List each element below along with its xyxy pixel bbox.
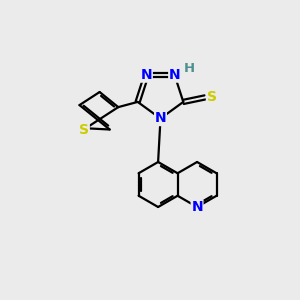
Text: N: N [191, 200, 203, 214]
Text: S: S [206, 90, 217, 104]
Text: S: S [79, 123, 89, 137]
Text: H: H [184, 62, 195, 75]
Text: N: N [155, 112, 166, 125]
Text: N: N [169, 68, 180, 82]
Text: N: N [141, 68, 152, 82]
